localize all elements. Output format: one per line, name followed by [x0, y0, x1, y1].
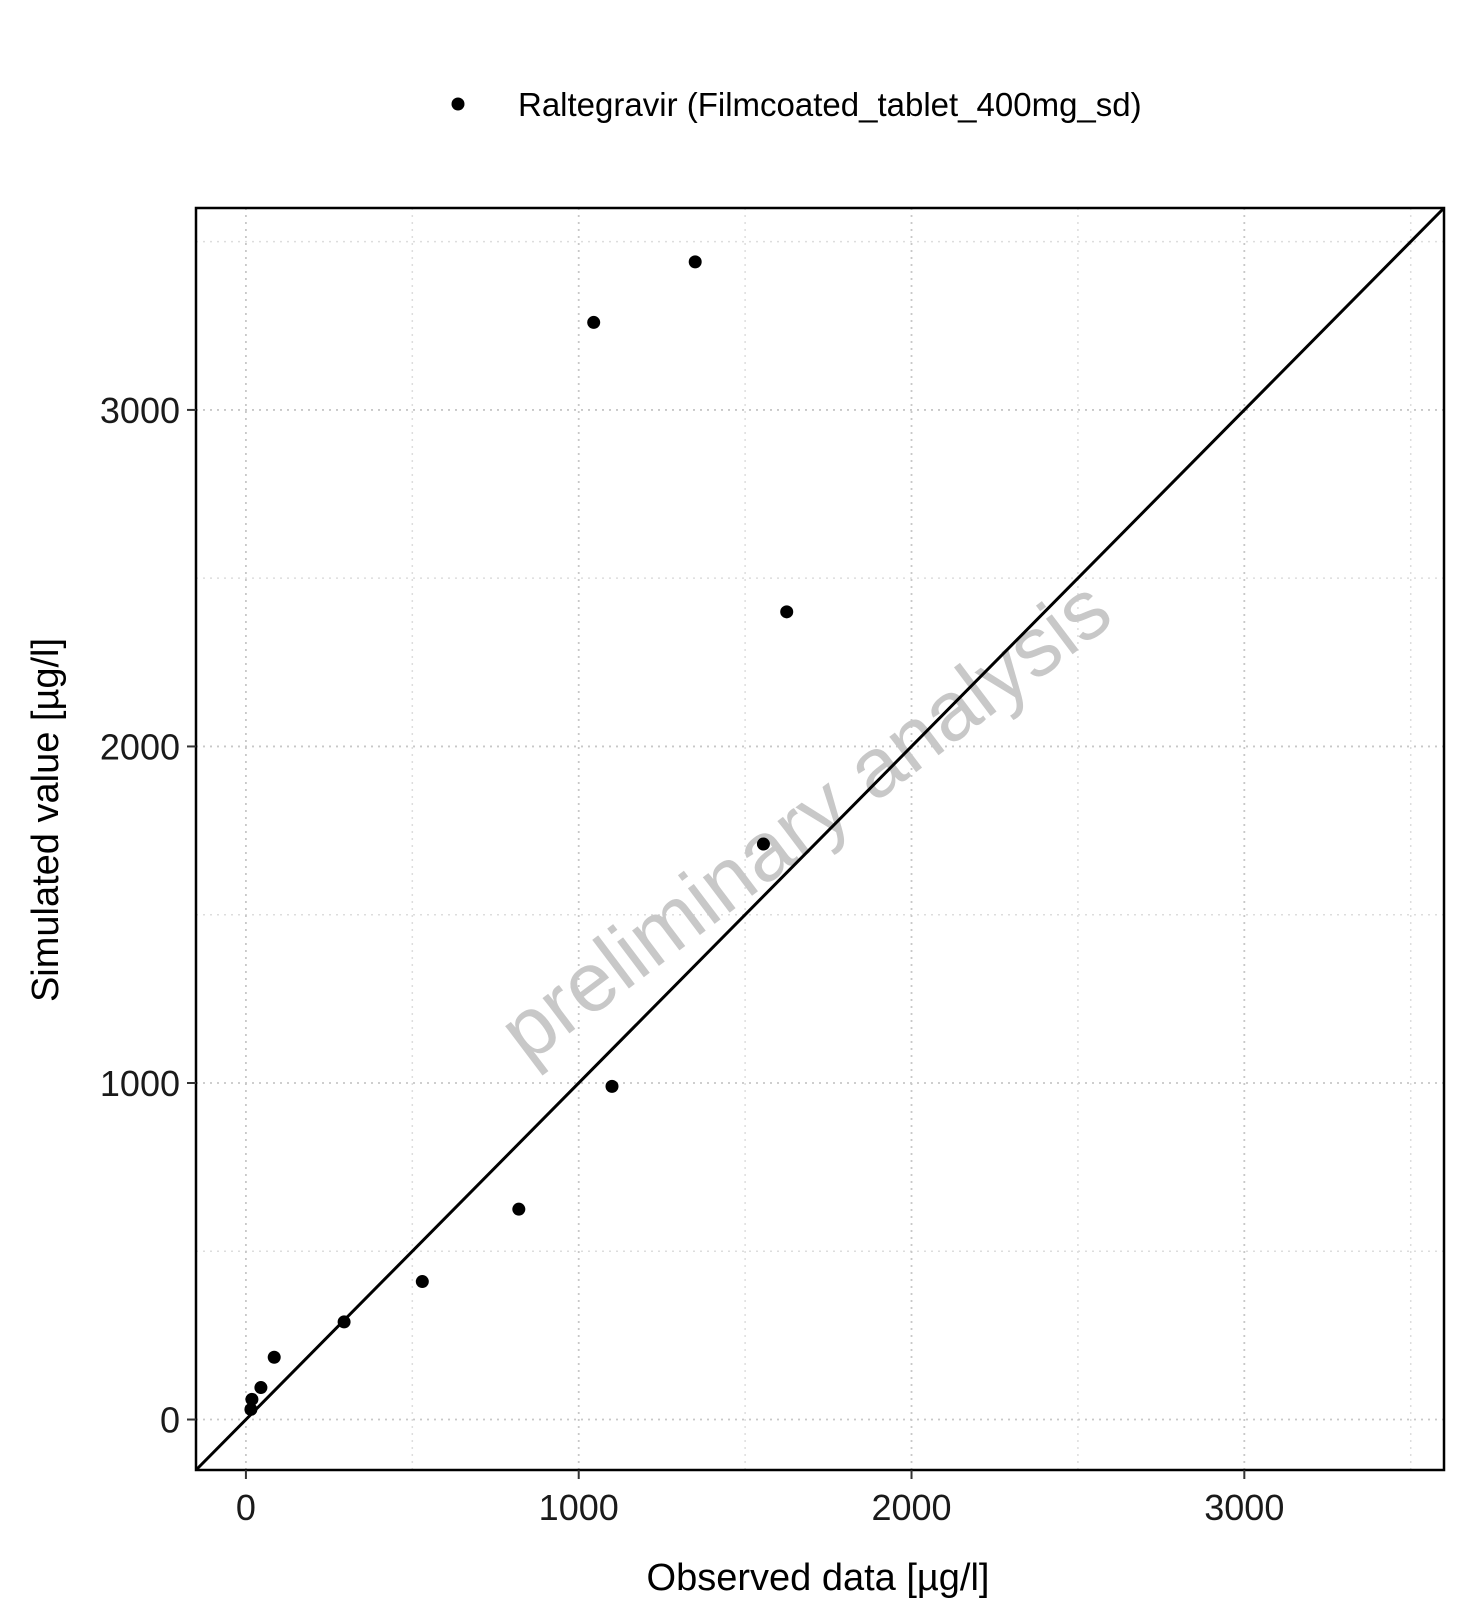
- watermark-layer: preliminary analysis: [482, 560, 1128, 1079]
- y-tick-label: 0: [160, 1400, 180, 1441]
- x-axis: 0 1000 2000 3000: [236, 1470, 1284, 1528]
- data-point: [688, 255, 702, 269]
- major-grid: [196, 208, 1444, 1470]
- y-tick-label: 1000: [100, 1063, 180, 1104]
- data-point: [244, 1402, 258, 1416]
- data-point: [512, 1202, 526, 1216]
- watermark: preliminary analysis: [482, 560, 1128, 1079]
- data-point: [780, 605, 794, 619]
- x-tick-label: 1000: [539, 1487, 619, 1528]
- data-point: [337, 1315, 351, 1329]
- minor-grid: [196, 208, 1444, 1470]
- data-point: [245, 1392, 259, 1406]
- data-point: [267, 1350, 281, 1364]
- data-point: [587, 315, 601, 329]
- x-tick-label: 3000: [1204, 1487, 1284, 1528]
- data-point: [415, 1275, 429, 1289]
- x-tick-label: 2000: [871, 1487, 951, 1528]
- data-point: [605, 1079, 619, 1093]
- data-point: [756, 837, 770, 851]
- plot-frame: [194, 206, 1446, 1472]
- legend-label: Raltegravir (Filmcoated_tablet_400mg_sd): [518, 86, 1142, 123]
- y-axis-title: Simulated value [µg/l]: [25, 638, 67, 1002]
- data-point: [254, 1381, 268, 1395]
- data-points: [244, 255, 794, 1416]
- identity-line: [194, 206, 1446, 1472]
- legend: Raltegravir (Filmcoated_tablet_400mg_sd): [451, 86, 1142, 123]
- y-axis: 0 1000 2000 3000: [100, 390, 196, 1441]
- x-tick-label: 0: [236, 1487, 256, 1528]
- legend-marker: [451, 97, 465, 111]
- x-axis-title: Observed data [µg/l]: [647, 1557, 990, 1599]
- y-tick-label: 3000: [100, 390, 180, 431]
- y-tick-label: 2000: [100, 726, 180, 767]
